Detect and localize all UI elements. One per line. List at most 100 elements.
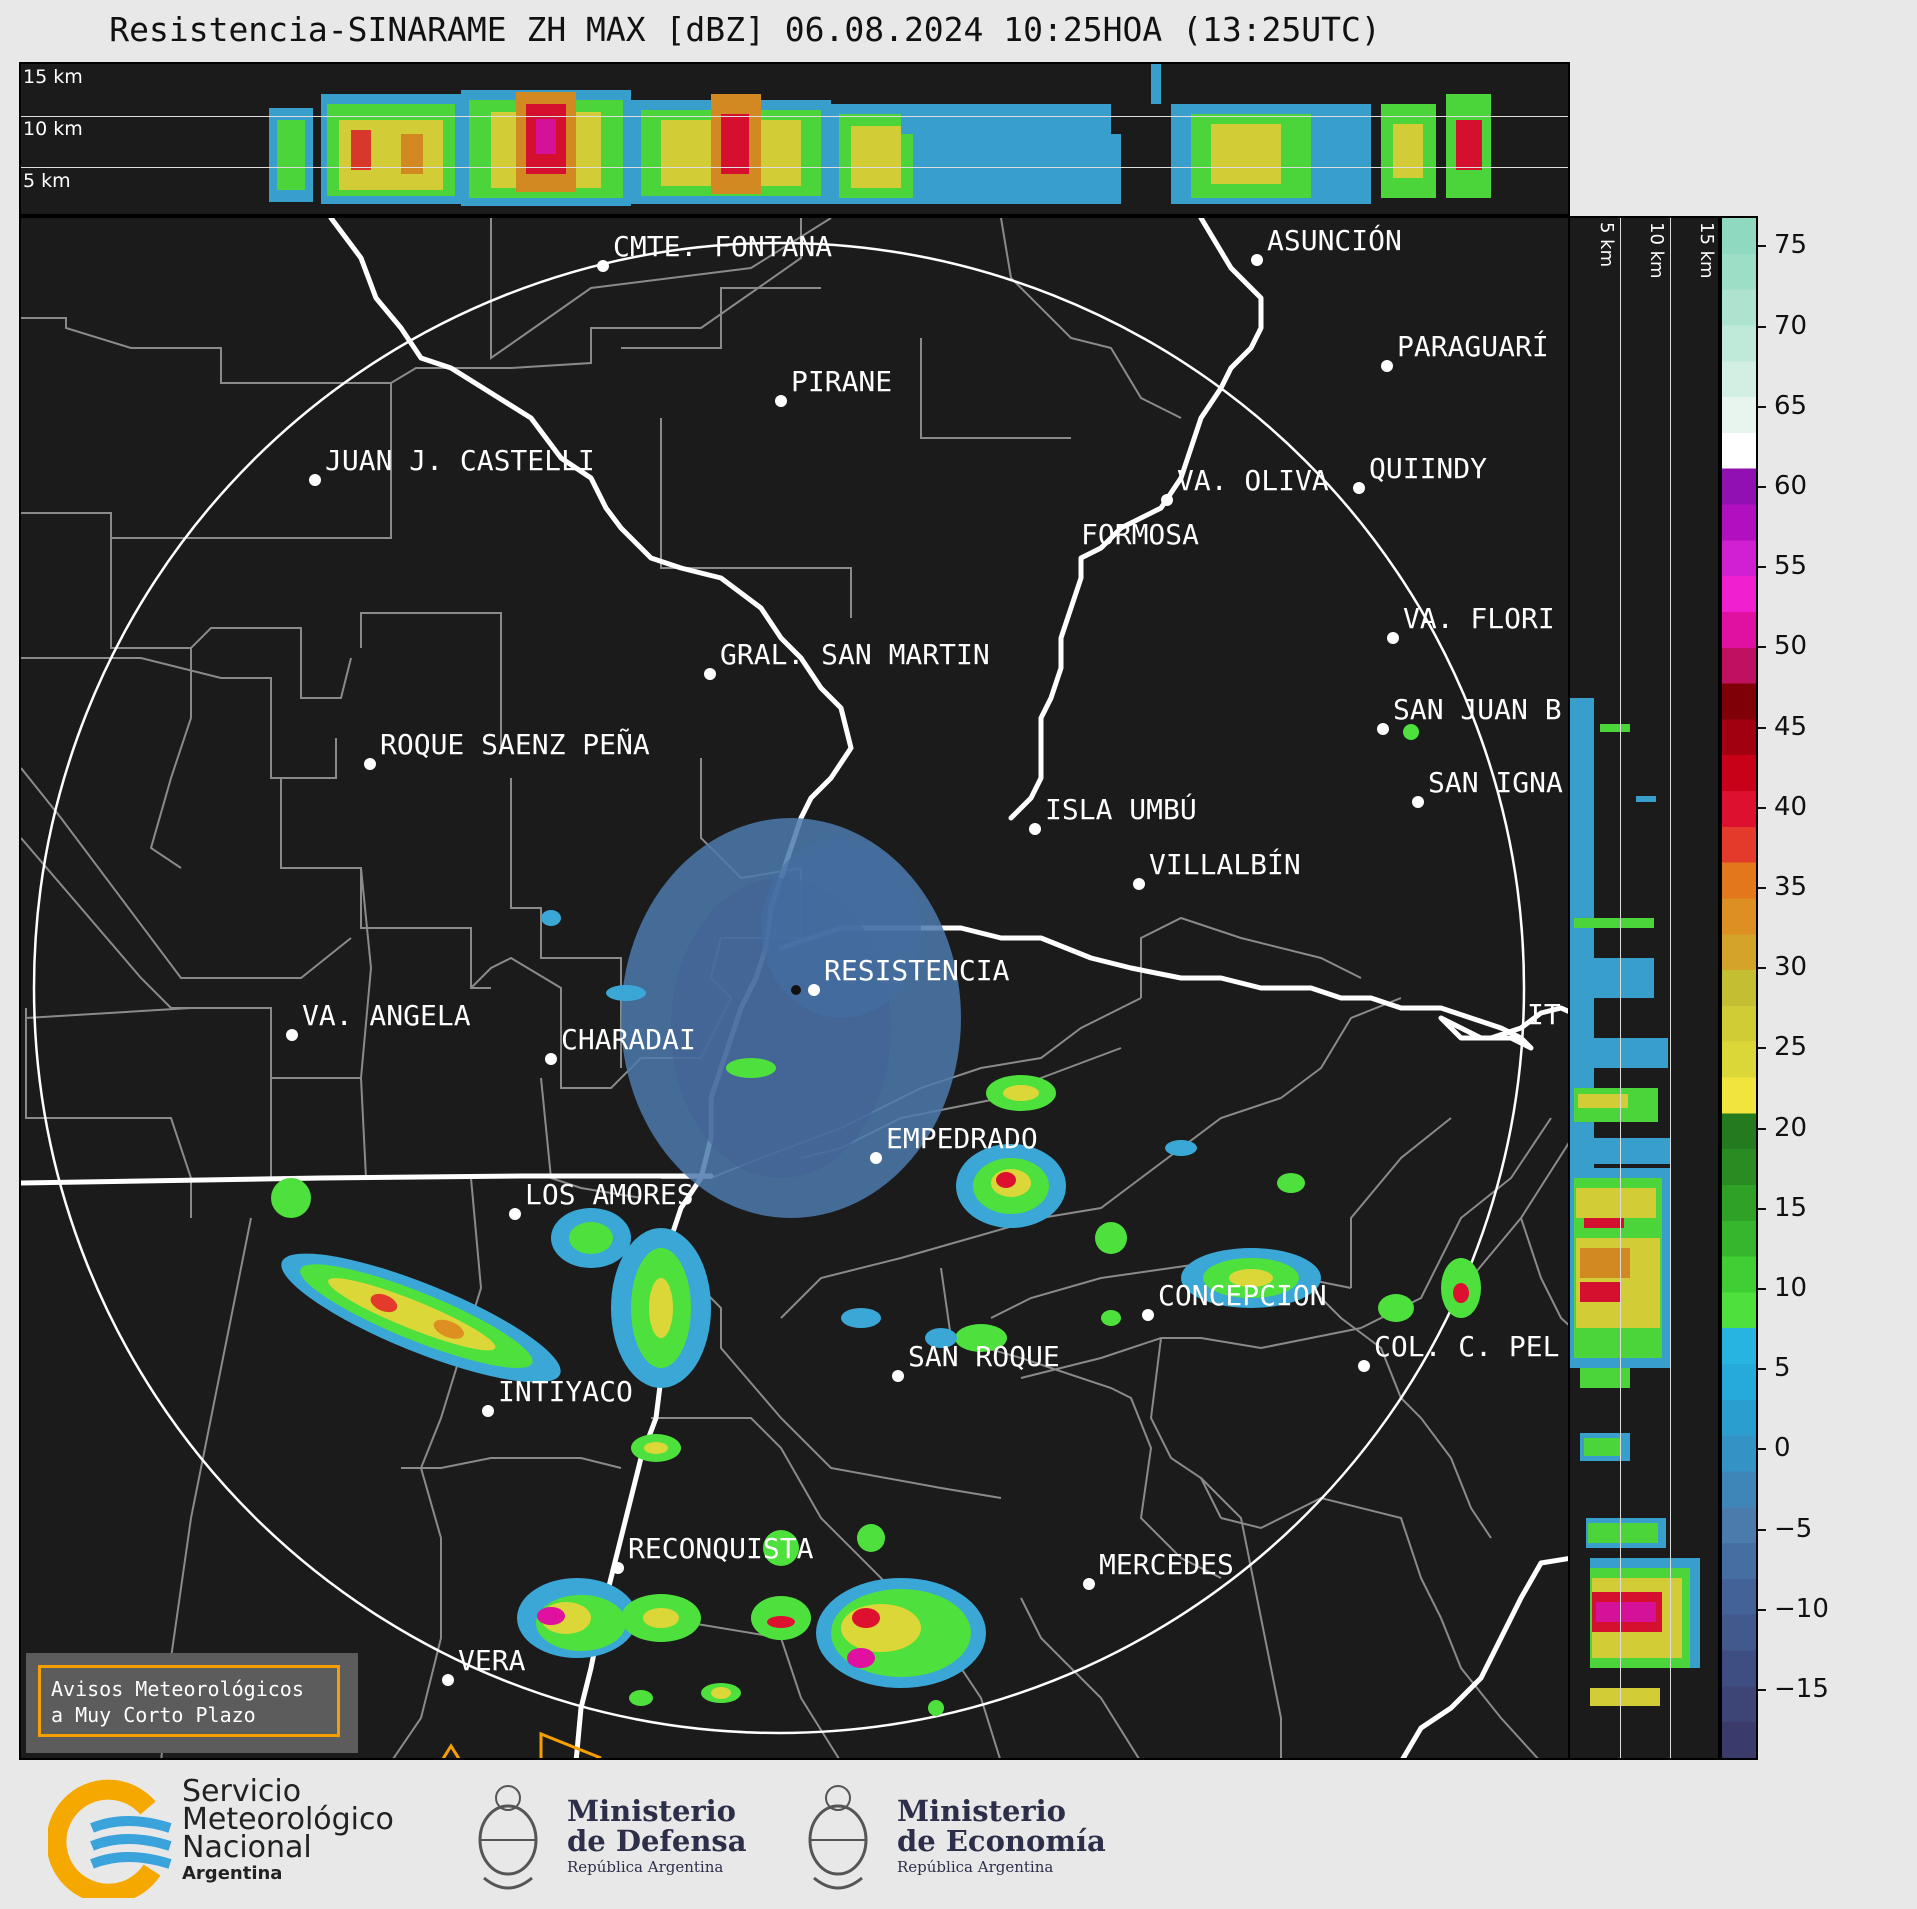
colorbar-tick: 35 <box>1758 872 1807 902</box>
city-label: ASUNCIÓN <box>1267 223 1402 257</box>
near-radar-echoes <box>621 818 961 1218</box>
city-dot <box>1029 823 1041 835</box>
footer: Servicio Meteorológico Nacional Argentin… <box>0 1760 1917 1909</box>
height-label-10km-vertical: 10 km <box>1646 222 1667 279</box>
radar-map[interactable]: CMTE. FONTANA ASUNCIÓN PARAGUARÍ PIRANE … <box>19 216 1570 1760</box>
colorbar-tick: 50 <box>1758 631 1807 661</box>
radar-map-canvas: CMTE. FONTANA ASUNCIÓN PARAGUARÍ PIRANE … <box>21 218 1568 1758</box>
height-line-5km <box>21 167 1568 168</box>
city-label: VILLALBÍN <box>1149 847 1301 881</box>
city-dot <box>597 260 609 272</box>
smn-line-2: Meteorológico <box>182 1802 394 1837</box>
city-labels: CMTE. FONTANA ASUNCIÓN PARAGUARÍ PIRANE … <box>302 223 1563 1677</box>
top-cross-section-echoes <box>269 64 1491 206</box>
convective-echoes <box>271 724 1481 1716</box>
defensa-coat-of-arms-icon <box>478 1785 538 1890</box>
city-markers <box>286 254 1424 1686</box>
smn-line-1: Servicio <box>182 1774 302 1809</box>
colorbar-tick: 5 <box>1758 1353 1791 1383</box>
city-dot <box>612 1562 624 1574</box>
city-label: CMTE. FONTANA <box>613 230 832 263</box>
city-label: INTIYACO <box>498 1375 633 1408</box>
city-dot <box>1358 1360 1370 1372</box>
city-label: SAN JUAN B <box>1393 693 1562 726</box>
city-label: FORMOSA <box>1081 518 1199 551</box>
city-label: PARAGUARÍ <box>1397 329 1549 363</box>
avisos-box-frame: Avisos Meteorológicos a Muy Corto Plazo <box>38 1665 340 1737</box>
city-label: CHARADAI <box>561 1023 696 1056</box>
colorbar-tick: 20 <box>1758 1113 1807 1143</box>
colorbar-ticks: 75 70 65 60 55 50 45 40 35 30 25 20 15 1… <box>1758 216 1878 1760</box>
colorbar-tick: 75 <box>1758 230 1807 260</box>
height-label-10km: 10 km <box>23 118 83 140</box>
city-label: ROQUE SAENZ PEÑA <box>380 727 650 761</box>
city-dot <box>870 1152 882 1164</box>
city-dot <box>1251 254 1263 266</box>
city-label: VA. OLIVA <box>1177 464 1329 497</box>
city-label: GRAL. SAN MARTIN <box>720 638 990 671</box>
city-dot <box>775 395 787 407</box>
colorbar-tick: 10 <box>1758 1273 1807 1303</box>
city-label: QUIINDY <box>1369 452 1487 485</box>
economia-coat-of-arms-icon <box>808 1785 868 1890</box>
city-dot <box>442 1674 454 1686</box>
defensa-line-2: de Defensa <box>567 1824 747 1858</box>
city-dot <box>1133 878 1145 890</box>
colorbar-tick: 55 <box>1758 551 1807 581</box>
height-label-15km: 15 km <box>23 66 83 88</box>
warning-polygons <box>441 1731 602 1758</box>
city-label: SAN ROQUE <box>908 1340 1060 1373</box>
city-dot <box>309 474 321 486</box>
side-cross-section-echoes <box>1570 698 1700 1706</box>
city-label: VA. ANGELA <box>302 999 471 1032</box>
city-label: RESISTENCIA <box>824 954 1010 987</box>
colorbar-tick: 15 <box>1758 1193 1807 1223</box>
colorbar-tick: 60 <box>1758 471 1807 501</box>
city-dot <box>892 1370 904 1382</box>
smn-logo-icon <box>48 1779 172 1898</box>
side-cross-section: 5 km 10 km 15 km <box>1568 216 1720 1760</box>
city-label: ISLA UMBÚ <box>1045 792 1197 826</box>
range-ring <box>32 241 1526 1735</box>
colorbar-tick: 30 <box>1758 952 1807 982</box>
city-dot <box>1142 1309 1154 1321</box>
avisos-line-2: a Muy Corto Plazo <box>51 1703 256 1727</box>
defensa-line-1: Ministerio <box>567 1794 737 1828</box>
city-dot <box>364 758 376 770</box>
top-cross-section: 15 km 10 km 5 km <box>19 62 1570 216</box>
city-label: IT <box>1527 998 1561 1031</box>
colorbar-tick: −15 <box>1758 1674 1829 1704</box>
avisos-box[interactable]: Avisos Meteorológicos a Muy Corto Plazo <box>26 1653 358 1753</box>
city-label: LOS AMORES <box>525 1178 694 1211</box>
defensa-text: Ministerio de Defensa República Argentin… <box>567 1796 747 1878</box>
economia-line-2: de Economía <box>897 1824 1106 1858</box>
smn-logo-text: Servicio Meteorológico Nacional Argentin… <box>182 1774 394 1886</box>
city-label: CONCEPCION <box>1158 1279 1327 1312</box>
city-label: VERA <box>458 1644 526 1677</box>
colorbar-tick: 25 <box>1758 1032 1807 1062</box>
map-title: Resistencia-SINARAME ZH MAX [dBZ] 06.08.… <box>109 10 1381 49</box>
height-line-10km <box>21 116 1568 117</box>
radar-site-marker <box>791 985 801 995</box>
colorbar-tick: 70 <box>1758 311 1807 341</box>
city-dot <box>509 1208 521 1220</box>
city-label: JUAN J. CASTELLI <box>325 444 595 477</box>
height-line-10km-vertical <box>1670 218 1671 1758</box>
city-dot <box>482 1405 494 1417</box>
city-label: RECONQUISTA <box>628 1532 814 1565</box>
city-label: EMPEDRADO <box>886 1122 1038 1155</box>
height-line-5km-vertical <box>1620 218 1621 1758</box>
economia-line-1: Ministerio <box>897 1794 1067 1828</box>
colorbar <box>1720 216 1758 1760</box>
height-label-5km: 5 km <box>23 170 71 192</box>
height-label-5km-vertical: 5 km <box>1596 222 1617 268</box>
city-label: VA. FLORI <box>1403 602 1555 635</box>
city-label: MERCEDES <box>1099 1548 1234 1581</box>
city-dot <box>1353 482 1365 494</box>
smn-line-4: Argentina <box>182 1863 283 1884</box>
smn-line-3: Nacional <box>182 1830 312 1865</box>
city-dot <box>1412 796 1424 808</box>
colorbar-tick: 65 <box>1758 391 1807 421</box>
city-dot <box>545 1053 557 1065</box>
economia-line-3: República Argentina <box>897 1858 1054 1876</box>
